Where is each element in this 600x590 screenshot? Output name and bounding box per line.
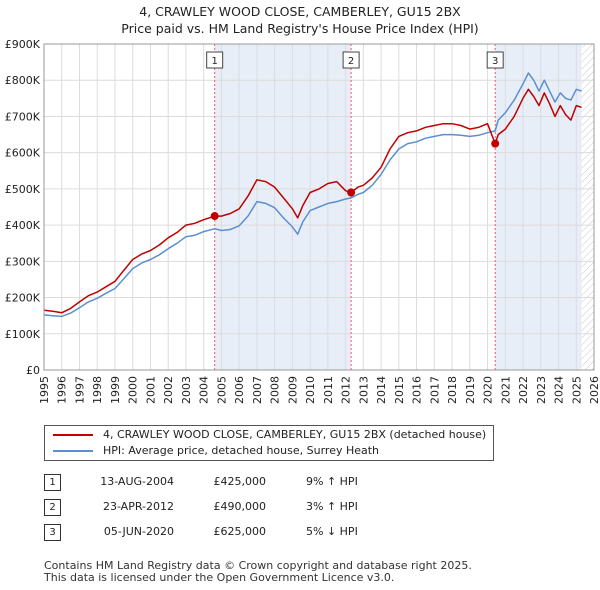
shaded-region [495, 44, 582, 370]
x-tick-label: 2009 [286, 376, 299, 404]
y-tick-label: £500K [5, 183, 41, 196]
x-tick-label: 2001 [144, 376, 157, 404]
x-tick-label: 2016 [411, 376, 424, 404]
x-tick-label: 1998 [91, 376, 104, 404]
x-tick-label: 1995 [38, 376, 51, 404]
x-tick-label: 2024 [553, 376, 566, 404]
shaded-region [214, 44, 352, 370]
sale-marker-label: 1 [211, 56, 217, 67]
hatched-future-region [581, 44, 594, 370]
chart-title: 4, CRAWLEY WOOD CLOSE, CAMBERLEY, GU15 2… [0, 3, 600, 37]
y-tick-label: £900K [5, 38, 41, 51]
sale-marker-label: 2 [348, 56, 354, 67]
legend-label-property: 4, CRAWLEY WOOD CLOSE, CAMBERLEY, GU15 2… [103, 428, 487, 441]
x-tick-label: 1999 [109, 376, 122, 404]
x-tick-label: 2006 [233, 376, 246, 404]
sale-price: £625,000 [213, 525, 267, 538]
x-tick-label: 2010 [304, 376, 317, 404]
sales-table: 1 13-AUG-2004 £425,000 9% ↑ HPI 2 23-APR… [44, 474, 444, 549]
y-tick-label: £700K [5, 110, 41, 123]
sale-hpi-diff: 9% ↑ HPI [306, 475, 358, 488]
x-tick-label: 2007 [251, 376, 264, 404]
sale-number-badge: 2 [44, 499, 61, 516]
sale-point [491, 139, 500, 148]
sale-number-badge: 3 [44, 524, 61, 541]
plot-frame [43, 43, 595, 371]
x-tick-label: 2011 [322, 376, 335, 404]
x-tick-label: 2021 [499, 376, 512, 404]
sale-date: 23-APR-2012 [102, 500, 174, 513]
x-tick-label: 2008 [269, 376, 282, 404]
x-tick-label: 2013 [357, 376, 370, 404]
legend-swatch-hpi [53, 450, 93, 452]
footer-copyright: Contains HM Land Registry data © Crown c… [44, 559, 472, 572]
sale-row: 1 13-AUG-2004 £425,000 9% ↑ HPI [44, 474, 444, 499]
x-tick-label: 2018 [446, 376, 459, 404]
sale-marker-lines: 1 2 3 [206, 44, 504, 370]
x-tick-label: 2019 [464, 376, 477, 404]
sale-number-badge: 1 [44, 474, 61, 491]
x-tick-label: 1997 [73, 376, 86, 404]
x-tick-label: 1996 [56, 376, 69, 404]
x-tick-label: 2005 [215, 376, 228, 404]
sale-point [210, 212, 219, 221]
sale-price: £490,000 [213, 500, 267, 513]
sale-marker-box [342, 51, 360, 69]
hpi-line [43, 72, 582, 318]
x-tick-label: 2023 [535, 376, 548, 404]
x-tick-label: 2012 [340, 376, 353, 404]
x-tick-label: 2026 [588, 376, 600, 404]
legend-label-hpi: HPI: Average price, detached house, Surr… [103, 444, 380, 457]
footer-license: This data is licensed under the Open Gov… [44, 570, 395, 584]
sale-price: £425,000 [213, 475, 267, 488]
x-tick-label: 2015 [393, 376, 406, 404]
sale-row: 2 23-APR-2012 £490,000 3% ↑ HPI [44, 499, 444, 524]
legend-item-property: 4, CRAWLEY WOOD CLOSE, CAMBERLEY, GU15 2… [53, 427, 486, 443]
y-tick-label: £100K [5, 328, 41, 341]
y-tick-label: £400K [5, 219, 41, 232]
sale-marker-box [486, 51, 504, 69]
chart-title-line-1: 4, CRAWLEY WOOD CLOSE, CAMBERLEY, GU15 2… [139, 4, 461, 19]
x-tick-label: 2000 [127, 376, 140, 404]
sale-hpi-diff: 5% ↓ HPI [306, 525, 358, 538]
x-tick-label: 2003 [180, 376, 193, 404]
y-tick-label: £0 [26, 364, 40, 377]
x-tick-label: 2017 [428, 376, 441, 404]
axes: £0 £100K £200K £300K £400K £500K £600K £700K £80… [5, 38, 600, 404]
y-tick-label: £800K [5, 74, 41, 87]
x-tick-label: 2020 [482, 376, 495, 404]
footer: Contains HM Land Registry data © Crown c… [44, 560, 472, 583]
sale-point [347, 188, 356, 197]
legend: 4, CRAWLEY WOOD CLOSE, CAMBERLEY, GU15 2… [44, 425, 494, 461]
sale-marker-box [206, 51, 224, 69]
sale-marker-label: 3 [492, 56, 498, 67]
sale-hpi-diff: 3% ↑ HPI [306, 500, 358, 513]
chart-title-line-2: Price paid vs. HM Land Registry's House … [121, 21, 479, 36]
legend-item-hpi: HPI: Average price, detached house, Surr… [53, 443, 379, 459]
y-tick-label: £200K [5, 292, 41, 305]
property-price-line [43, 88, 582, 314]
x-tick-label: 2004 [198, 376, 211, 404]
y-tick-label: £300K [5, 255, 41, 268]
sale-date: 13-AUG-2004 [100, 475, 174, 488]
y-tick-label: £600K [5, 147, 41, 160]
price-chart: 1 2 3 £0 £100K £200K £300K £400K £500K £600K £700… [5, 38, 600, 404]
sale-date: 05-JUN-2020 [103, 525, 174, 538]
sale-points [210, 139, 500, 221]
sale-row: 3 05-JUN-2020 £625,000 5% ↓ HPI [44, 524, 444, 549]
x-tick-label: 2014 [375, 376, 388, 404]
x-tick-label: 2002 [162, 376, 175, 404]
x-tick-label: 2025 [570, 376, 583, 404]
legend-swatch-property [53, 434, 93, 436]
series-lines [43, 72, 582, 318]
x-tick-label: 2022 [517, 376, 530, 404]
